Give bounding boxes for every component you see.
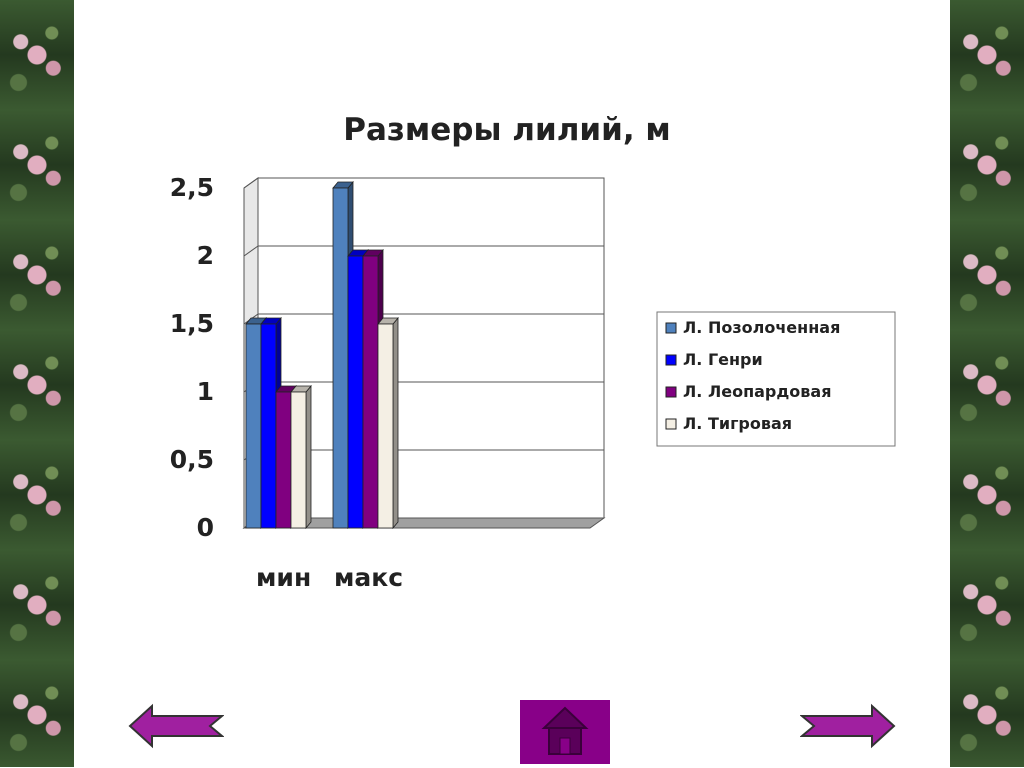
lily-border-left — [0, 0, 74, 767]
legend-swatch — [665, 354, 677, 366]
y-tick-label: 1,5 — [170, 309, 214, 338]
arrow-left-icon — [128, 703, 225, 749]
legend-label: Л. Генри — [683, 350, 763, 369]
x-category-label: мин — [256, 563, 311, 592]
y-tick-label: 2,5 — [170, 173, 214, 202]
lily-border-right — [950, 0, 1024, 767]
arrow-right-icon — [799, 703, 896, 749]
legend-swatch — [665, 418, 677, 430]
legend-swatch — [665, 386, 677, 398]
legend-box — [656, 311, 896, 447]
y-tick-label: 0,5 — [170, 445, 214, 474]
legend-label: Л. Тигровая — [683, 414, 792, 433]
home-icon — [541, 706, 589, 755]
chart-title: Размеры лилий, м — [343, 112, 671, 148]
bar — [377, 316, 399, 530]
gridline-side — [243, 177, 259, 189]
next-slide-button[interactable] — [799, 703, 896, 749]
bar — [290, 384, 312, 530]
gridline-side — [243, 245, 259, 257]
prev-slide-button[interactable] — [128, 703, 225, 749]
y-tick-label: 0 — [197, 513, 214, 542]
legend-swatch — [665, 322, 677, 334]
legend-label: Л. Позолоченная — [683, 318, 840, 337]
home-button[interactable] — [520, 700, 610, 764]
y-tick-label: 1 — [197, 377, 214, 406]
x-category-label: макс — [334, 563, 403, 592]
y-tick-label: 2 — [197, 241, 214, 270]
legend-label: Л. Леопардовая — [683, 382, 831, 401]
